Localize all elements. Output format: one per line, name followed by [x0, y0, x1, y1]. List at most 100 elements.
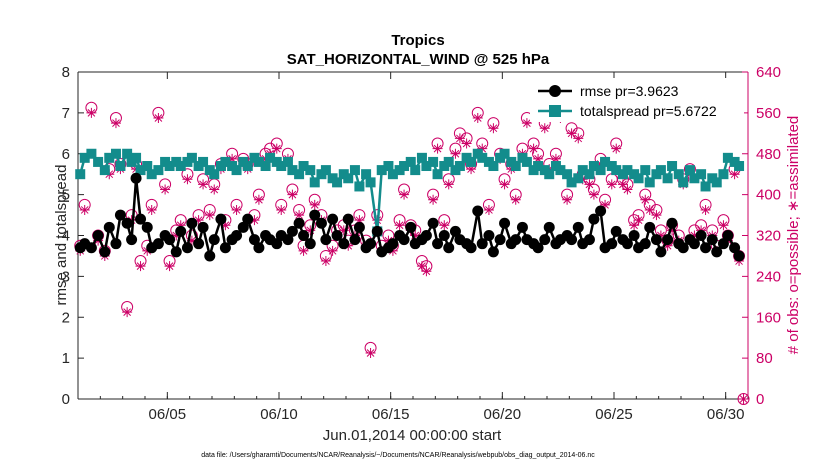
right-tick-group: 0 80 160 240 320 400 480 560 640	[742, 64, 781, 408]
y-right-tick-label: 400	[756, 187, 781, 204]
obs-assimilated-point	[309, 199, 320, 210]
rmse-point	[644, 221, 656, 233]
obs-assimilated-point	[689, 230, 700, 241]
totalspread-point	[555, 165, 566, 176]
obs-assimilated-point	[171, 230, 182, 241]
legend-rmse-marker	[549, 85, 561, 97]
obs-assimilated-point	[354, 215, 365, 226]
rmse-point	[483, 230, 495, 241]
y-right-tick-label: 160	[756, 309, 781, 326]
rmse-point	[711, 246, 723, 258]
y-tick-label: 1	[62, 350, 70, 367]
y-tick-label: 3	[62, 268, 70, 285]
totalspread-point	[309, 177, 320, 188]
obs-assimilated-point	[633, 215, 644, 226]
totalspread-point	[684, 165, 695, 176]
rmse-point	[114, 209, 126, 221]
totalspread-point	[343, 173, 354, 184]
obs-assimilated-point	[160, 184, 171, 195]
rmse-point	[566, 234, 578, 246]
obs-assimilated-point	[399, 189, 410, 200]
rmse-point	[353, 221, 365, 233]
rmse-point	[729, 242, 741, 254]
rmse-point	[432, 238, 444, 250]
obs-assimilated-point	[573, 133, 584, 144]
totalspread-point	[696, 169, 707, 180]
totalspread-point	[135, 165, 146, 176]
y-tick-label: 7	[62, 105, 70, 122]
totalspread-point	[276, 161, 287, 172]
totalspread-point	[466, 156, 477, 167]
rmse-series-group	[74, 172, 745, 262]
obs-assimilated-point	[644, 204, 655, 215]
obs-assimilated-point	[416, 261, 427, 272]
y-right-tick-label: 0	[756, 391, 764, 408]
obs-assimilated-point	[204, 210, 215, 221]
y-tick-label: 2	[62, 309, 70, 326]
totalspread-point	[265, 152, 276, 163]
rmse-point	[342, 213, 354, 225]
obs-assimilated-point	[729, 169, 740, 180]
totalspread-point	[432, 169, 443, 180]
rmse-point	[476, 238, 488, 250]
obs-possible-point	[737, 393, 750, 405]
totalspread-point	[595, 165, 606, 176]
rmse-point	[282, 234, 294, 246]
obs-assimilated-point	[562, 194, 573, 205]
totalspread-point	[282, 156, 293, 167]
obs-assimilated-point	[510, 194, 521, 205]
obs-assimilated-point	[600, 199, 611, 210]
x-tick-label: 06/10	[260, 406, 298, 423]
rmse-point	[543, 221, 555, 233]
rmse-point	[152, 238, 164, 250]
x-tick-group: 06/05 06/10 06/15 06/20 06/25 06/30	[77, 72, 749, 423]
totalspread-point	[104, 152, 115, 163]
left-tick-group: 0 1 2 3 4 5 6 7 8	[62, 64, 84, 408]
y-right-tick-label: 320	[756, 228, 781, 245]
obs-assimilated-point	[276, 204, 287, 215]
obs-assimilated-point	[667, 225, 678, 236]
obs-assimilated-point	[338, 225, 349, 236]
rmse-point	[405, 221, 417, 233]
totalspread-point	[332, 177, 343, 188]
rmse-point	[443, 242, 455, 254]
legend-spread-marker	[549, 105, 561, 117]
legend-rmse-label: rmse pr=3.9623	[580, 83, 679, 99]
x-axis-label: Jun.01,2014 00:00:00 start	[323, 427, 502, 444]
rmse-point	[126, 234, 138, 246]
chart-title: Tropics	[391, 32, 444, 49]
totalspread-point	[287, 165, 298, 176]
y-axis-label: rmse and totalspread	[53, 165, 70, 306]
totalspread-point	[186, 152, 197, 163]
rmse-point	[666, 217, 678, 229]
rmse-point	[733, 250, 745, 262]
rmse-point	[706, 234, 718, 246]
rmse-point	[141, 221, 153, 233]
totalspread-point	[584, 169, 595, 180]
totalspread-point	[365, 177, 376, 188]
obs-assimilated-point	[718, 220, 729, 231]
obs-assimilated-point	[439, 220, 450, 231]
rmse-point	[237, 221, 249, 233]
rmse-point	[516, 221, 528, 233]
totalspread-point	[510, 161, 521, 172]
rmse-point	[398, 234, 410, 246]
rmse-point	[650, 234, 662, 246]
totalspread-point	[711, 177, 722, 188]
obs-assimilated-point	[700, 204, 711, 215]
totalspread-point	[298, 161, 309, 172]
rmse-point	[539, 234, 551, 246]
obs-assimilated-point	[86, 107, 97, 118]
obs-assimilated-point	[622, 184, 633, 195]
totalspread-point	[533, 161, 544, 172]
totalspread-point	[164, 161, 175, 172]
obs-assimilated-point	[220, 220, 231, 231]
totalspread-point	[544, 169, 555, 180]
rmse-point	[193, 238, 205, 250]
rmse-point	[472, 205, 484, 217]
legend-spread-label: totalspread pr=5.6722	[580, 103, 717, 119]
y-right-tick-label: 480	[756, 146, 781, 163]
rmse-point	[175, 225, 187, 237]
totalspread-point	[93, 156, 104, 167]
totalspread-point	[622, 165, 633, 176]
